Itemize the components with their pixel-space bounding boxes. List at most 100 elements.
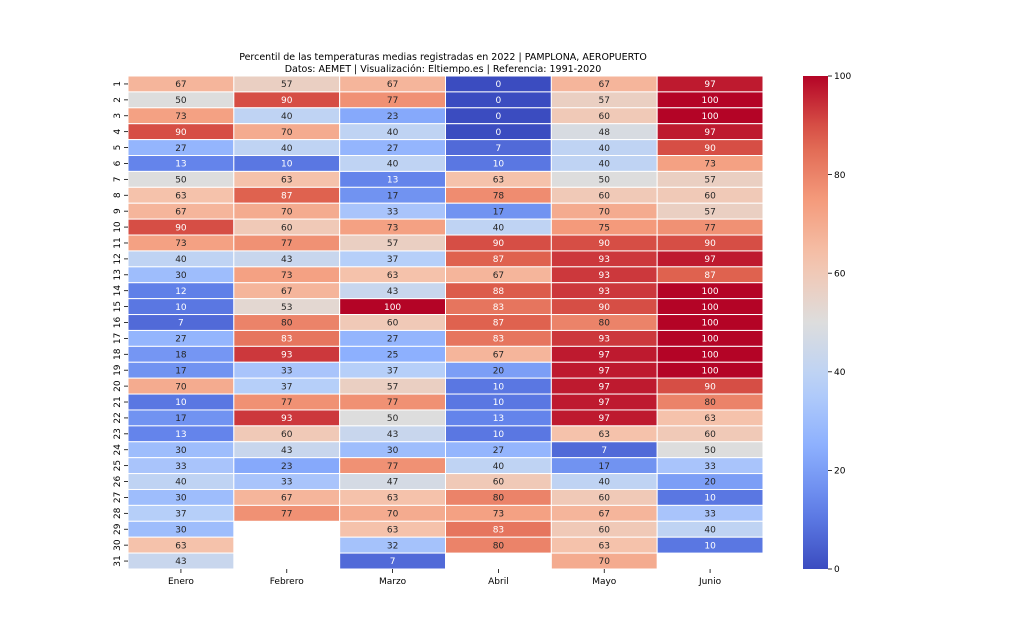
y-tick-label: 3	[113, 113, 123, 119]
colorbar-tick-label: 20	[834, 467, 846, 477]
cell-value-label: 40	[175, 255, 187, 265]
cell-value-label: 78	[493, 191, 505, 201]
cell-value-label: 33	[175, 462, 186, 472]
x-tick-label: Mayo	[592, 577, 617, 587]
cell-value-label: 100	[701, 96, 718, 106]
cell-value-label: 70	[387, 510, 399, 520]
cell-value-label: 60	[599, 191, 611, 201]
x-tick-label: Febrero	[270, 577, 304, 587]
cell-value-label: 7	[390, 557, 396, 567]
cell-value-label: 63	[704, 414, 715, 424]
chart-subtitle: Datos: AEMET | Visualización: Eltiempo.e…	[285, 64, 602, 75]
y-tick-label: 6	[113, 160, 123, 166]
cell-value-label: 70	[175, 382, 187, 392]
cell-value-label: 0	[496, 112, 502, 122]
y-tick-label: 24	[113, 444, 123, 456]
cell-value-label: 93	[599, 271, 610, 281]
cell-value-label: 87	[493, 319, 504, 329]
cell-value-label: 87	[281, 191, 292, 201]
cell-value-label: 23	[281, 462, 292, 472]
cell-value-label: 97	[704, 80, 715, 90]
y-tick-label: 8	[113, 192, 123, 198]
cell-value-label: 77	[387, 96, 398, 106]
cell-value-label: 83	[493, 335, 504, 345]
cell-value-label: 32	[387, 541, 398, 551]
cell-value-label: 60	[387, 319, 399, 329]
cell-value-label: 67	[175, 207, 186, 217]
cell-value-label: 43	[281, 446, 292, 456]
cell-value-label: 50	[599, 176, 611, 186]
cell-value-label: 40	[599, 144, 611, 154]
cell-value-label: 33	[704, 462, 715, 472]
y-tick-label: 5	[113, 145, 123, 151]
y-tick-label: 4	[113, 129, 123, 135]
cell-value-label: 18	[175, 351, 187, 361]
x-tick-label: Enero	[168, 577, 194, 587]
cell-value-label: 0	[496, 96, 502, 106]
cell-value-label: 7	[178, 319, 184, 329]
cell-value-label: 10	[175, 303, 187, 313]
y-tick-label: 29	[113, 523, 123, 535]
cell-value-label: 63	[281, 176, 292, 186]
cell-value-label: 0	[496, 80, 502, 90]
cell-value-label: 97	[704, 128, 715, 138]
cell-value-label: 23	[387, 112, 398, 122]
cell-value-label: 70	[599, 207, 611, 217]
cell-value-label: 13	[175, 160, 186, 170]
cell-value-label: 48	[599, 128, 611, 138]
cell-value-label: 47	[387, 478, 398, 488]
y-tick-label: 17	[113, 333, 123, 344]
cell-value-label: 77	[387, 398, 398, 408]
y-tick-label: 25	[113, 460, 123, 471]
cell-value-label: 27	[175, 144, 186, 154]
cell-value-label: 93	[599, 255, 610, 265]
cell-value-label: 63	[599, 430, 610, 440]
colorbar-tick-label: 100	[834, 72, 851, 82]
y-tick-label: 18	[113, 348, 123, 360]
x-tick-label: Junio	[698, 577, 722, 587]
cell-value-label: 80	[493, 494, 505, 504]
cell-value-label: 73	[175, 239, 186, 249]
cell-value-label: 90	[493, 239, 505, 249]
cell-value-label: 70	[599, 557, 611, 567]
cell-value-label: 50	[175, 176, 187, 186]
cell-value-label: 100	[384, 303, 401, 313]
colorbar	[803, 76, 828, 569]
cell-value-label: 13	[493, 414, 504, 424]
cell-value-label: 67	[599, 510, 610, 520]
cell-value-label: 17	[387, 191, 398, 201]
cell-value-label: 60	[704, 430, 716, 440]
cell-value-label: 60	[281, 430, 293, 440]
cell-value-label: 73	[281, 271, 292, 281]
cell-value-label: 100	[701, 112, 718, 122]
y-tick-label: 9	[113, 208, 123, 214]
cell-value-label: 33	[704, 510, 715, 520]
cell-value-label: 43	[175, 557, 186, 567]
cell-value-label: 93	[281, 414, 292, 424]
cell-value-label: 63	[387, 271, 398, 281]
cell-value-label: 40	[387, 160, 399, 170]
cell-value-label: 27	[387, 335, 398, 345]
cell-value-label: 50	[175, 96, 187, 106]
cell-value-label: 40	[281, 112, 293, 122]
cell-value-label: 63	[387, 525, 398, 535]
y-tick-label: 1	[113, 81, 123, 87]
cell-value-label: 90	[281, 96, 293, 106]
colorbar-tick-label: 40	[834, 368, 846, 378]
cell-value-label: 97	[599, 414, 610, 424]
y-tick-label: 22	[113, 412, 123, 423]
cell-value-label: 87	[493, 255, 504, 265]
cell-value-label: 77	[704, 223, 715, 233]
cell-value-label: 67	[175, 80, 186, 90]
cell-value-label: 60	[599, 494, 611, 504]
cell-value-label: 37	[387, 255, 398, 265]
cell-value-label: 90	[175, 128, 187, 138]
cell-value-label: 88	[493, 287, 505, 297]
colorbar-tick-label: 60	[834, 269, 846, 279]
cell-value-label: 73	[493, 510, 504, 520]
cell-value-label: 57	[387, 382, 398, 392]
cell-value-label: 30	[175, 525, 187, 535]
cell-value-label: 37	[387, 366, 398, 376]
cell-value-label: 100	[701, 366, 718, 376]
